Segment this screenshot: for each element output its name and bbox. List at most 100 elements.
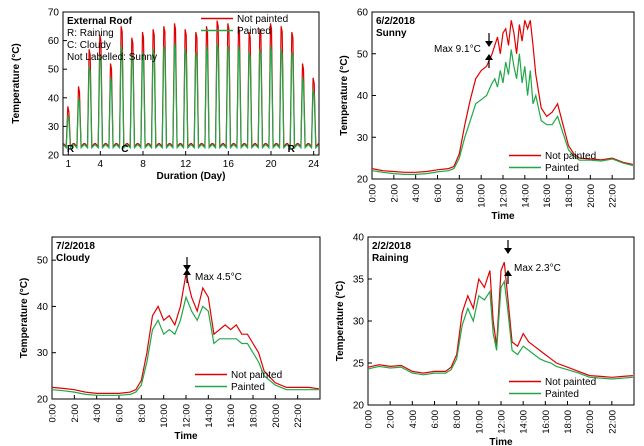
- x-tick-label: 16: [223, 159, 235, 170]
- series-line-painted: [367, 279, 633, 380]
- x-tick-label: 12:00: [497, 410, 508, 434]
- arrow-up-icon: [183, 269, 191, 275]
- arrow-up-icon: [485, 54, 493, 60]
- subtitle-line: R: Raining: [67, 28, 114, 39]
- x-tick-label: 8:00: [137, 404, 148, 423]
- x-axis-label: Time: [491, 211, 515, 222]
- plot-frame: [62, 11, 320, 156]
- x-tick-label: 22:00: [608, 184, 619, 208]
- x-tick-label: 16:00: [542, 184, 553, 208]
- y-tick-label: 40: [357, 91, 369, 102]
- y-axis-label: Temperature (°C): [335, 281, 346, 362]
- chart-title: External Roof: [67, 16, 133, 27]
- chart-subtitle: Cloudy: [56, 253, 90, 264]
- y-tick-label: 60: [48, 36, 60, 47]
- day-mark-label: R: [288, 144, 296, 155]
- x-tick-label: 4:00: [92, 404, 103, 423]
- arrow-down-icon: [504, 248, 512, 254]
- chart-raining-2-2-2018: 20 25 30 35 40 0:00 2:00 4:00 6:00 8:00 10:00 12:00…: [335, 233, 635, 446]
- x-tick-label: 22:00: [607, 410, 618, 434]
- x-tick-label: 4: [98, 159, 104, 170]
- x-tick-label: 4:00: [411, 184, 422, 203]
- chart-external-roof: 20 30 40 50 60 70 1 4 8 12 16 20 24 Duration (Day) Tem…: [11, 8, 320, 183]
- x-tick-label: 10:00: [477, 184, 488, 208]
- series-line-not-painted: [63, 20, 319, 148]
- x-tick-label: 16:00: [541, 410, 552, 434]
- y-tick-label: 60: [357, 8, 369, 19]
- x-tick-label: 10:00: [474, 410, 485, 434]
- y-tick-label: 50: [37, 256, 49, 267]
- x-tick-label: 8: [140, 159, 146, 170]
- x-tick-label: 12:00: [499, 184, 510, 208]
- day-mark-label: C: [121, 144, 128, 155]
- arrow-down-icon: [485, 41, 493, 47]
- x-axis-label: Duration (Day): [157, 171, 226, 182]
- x-tick-label: 22:00: [293, 404, 304, 428]
- x-tick-label: 0:00: [368, 184, 379, 203]
- legend-label: Painted: [231, 382, 265, 393]
- y-tick-label: 40: [353, 233, 365, 244]
- legend-label: Painted: [237, 26, 271, 37]
- series-line-painted: [371, 49, 634, 175]
- x-tick-label: 24: [308, 159, 320, 170]
- y-tick-label: 30: [357, 133, 369, 144]
- chart-subtitle: Sunny: [376, 28, 407, 39]
- y-tick-label: 20: [357, 175, 369, 186]
- legend-label: Painted: [545, 163, 579, 174]
- y-tick-label: 35: [353, 275, 365, 286]
- x-tick-label: 8:00: [455, 184, 466, 203]
- arrow-down-icon: [183, 265, 191, 271]
- y-tick-label: 50: [357, 49, 369, 60]
- y-axis-label: Temperature (°C): [11, 43, 22, 124]
- chart-subtitle: Raining: [372, 253, 409, 264]
- series-line-painted: [51, 295, 319, 396]
- arrow-up-icon: [504, 270, 512, 276]
- x-tick-label: 2:00: [70, 404, 81, 423]
- subtitle-line: Not Labelled: Sunny: [67, 52, 157, 63]
- y-tick-label: 30: [48, 122, 60, 133]
- y-tick-label: 25: [353, 359, 365, 370]
- x-tick-label: 4:00: [408, 410, 419, 429]
- y-tick-label: 40: [37, 302, 49, 313]
- x-tick-label: 14:00: [519, 410, 530, 434]
- x-tick-label: 20:00: [271, 404, 282, 428]
- x-tick-label: 2:00: [389, 184, 400, 203]
- y-tick-label: 30: [37, 348, 49, 359]
- chart-cloudy-7-2-2018: 20 30 40 50 0:00 2:00 4:00 6:00 8:00 10:00 12:00 14…: [19, 236, 321, 442]
- x-tick-label: 1: [66, 159, 72, 170]
- y-axis-label: Temperature (°C): [339, 55, 350, 136]
- x-tick-label: 0:00: [364, 410, 375, 429]
- x-tick-label: 20: [265, 159, 277, 170]
- x-tick-label: 12: [180, 159, 192, 170]
- x-tick-label: 6:00: [430, 410, 441, 429]
- x-axis-label: Time: [174, 431, 198, 442]
- x-tick-label: 20:00: [586, 184, 597, 208]
- y-tick-label: 50: [48, 65, 60, 76]
- y-tick-label: 30: [353, 317, 365, 328]
- legend-label: Not painted: [237, 14, 288, 25]
- legend-label: Painted: [545, 389, 579, 400]
- x-tick-label: 14:00: [204, 404, 215, 428]
- x-tick-label: 10:00: [159, 404, 170, 428]
- chart-sunny-6-2-2018: 20 30 40 50 60 0:00 2:00 4:00 6:00 8:00 10:00 12:00…: [339, 8, 635, 222]
- series-line-not-painted: [51, 273, 319, 394]
- x-tick-label: 18:00: [564, 184, 575, 208]
- day-mark-label: R: [67, 144, 75, 155]
- series-line-not-painted: [367, 261, 633, 378]
- x-tick-label: 6:00: [433, 184, 444, 203]
- legend-label: Not painted: [231, 370, 282, 381]
- y-tick-label: 20: [37, 395, 49, 406]
- y-tick-label: 20: [48, 151, 60, 162]
- x-tick-label: 14:00: [520, 184, 531, 208]
- series-line-painted: [63, 43, 319, 150]
- y-tick-label: 40: [48, 93, 60, 104]
- x-tick-label: 0:00: [48, 404, 59, 423]
- x-tick-label: 6:00: [115, 404, 126, 423]
- y-axis-label: Temperature (°C): [19, 278, 30, 359]
- series-line-not-painted: [371, 20, 634, 173]
- y-tick-label: 20: [353, 401, 365, 412]
- x-axis-label: Time: [489, 437, 513, 446]
- x-tick-label: 16:00: [226, 404, 237, 428]
- legend-label: Not painted: [545, 151, 596, 162]
